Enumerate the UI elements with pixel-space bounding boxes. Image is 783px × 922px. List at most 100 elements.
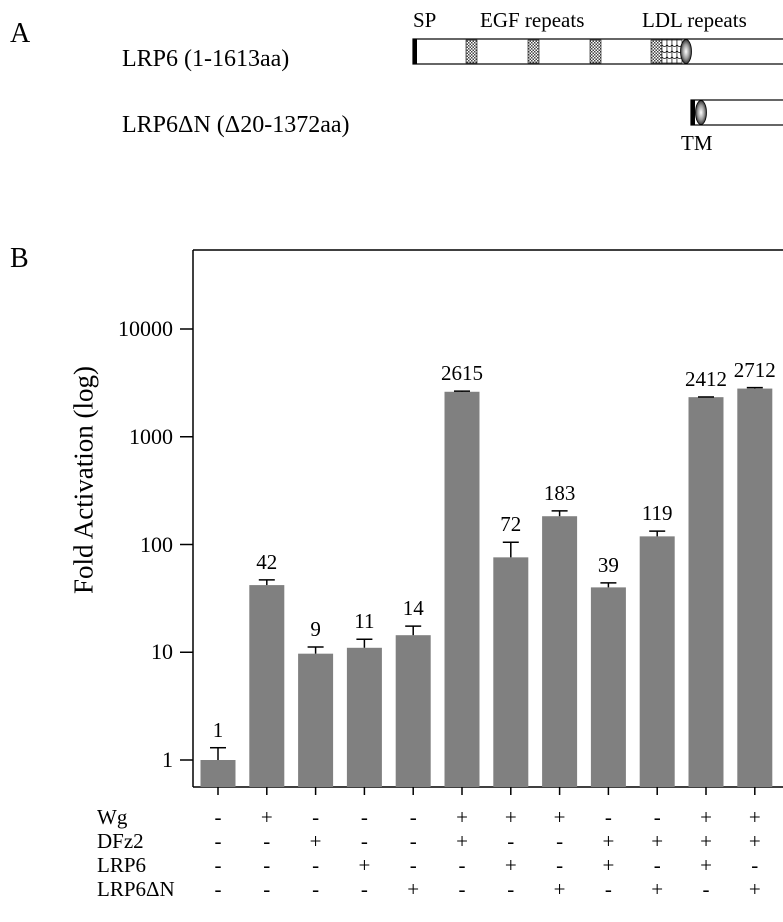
condition-sign: -	[556, 853, 564, 877]
bar-value-label: 72	[500, 512, 522, 537]
bar	[346, 647, 382, 787]
condition-sign: -	[409, 829, 417, 853]
error-bars	[210, 386, 763, 760]
ldl-domain-label: LDL repeats	[642, 8, 747, 32]
egf-repeat-mark	[527, 39, 540, 64]
condition-sign: +	[456, 805, 468, 829]
condition-sign: -	[507, 877, 515, 901]
error-bar	[210, 746, 226, 760]
error-bar	[502, 541, 519, 558]
y-tick-label: 10000	[118, 316, 173, 341]
condition-sign: +	[309, 829, 322, 853]
condition-sign: -	[409, 853, 417, 877]
condition-sign: +	[553, 877, 566, 901]
bar	[493, 557, 529, 787]
condition-sign: +	[407, 877, 420, 901]
bar-value-label: 2615	[441, 361, 483, 386]
error-bar	[746, 386, 763, 389]
bar-value-label: 2712	[733, 357, 776, 382]
condition-sign: -	[604, 805, 612, 829]
bar-value-label: 9	[310, 616, 321, 641]
y-axis-label: Fold Activation (log)	[68, 366, 99, 594]
condition-sign: +	[748, 805, 761, 829]
condition-sign: +	[260, 805, 273, 829]
condition-sign: -	[214, 805, 222, 829]
bar	[395, 635, 431, 787]
condition-row-label: LRP6	[97, 853, 147, 877]
condition-sign: -	[702, 877, 710, 901]
panel-b-letter: B	[10, 243, 29, 274]
bar	[737, 388, 773, 787]
condition-sign: -	[507, 829, 515, 853]
lrp6dn-schematic	[690, 99, 783, 126]
y-tick-label: 100	[140, 531, 173, 557]
lrp6-schematic	[412, 38, 783, 65]
error-bar	[405, 625, 422, 636]
error-bar	[600, 582, 617, 588]
lrp6-label: LRP6 (1-1613aa)	[122, 46, 290, 72]
condition-sign: +	[602, 853, 615, 877]
condition-sign: -	[312, 805, 320, 829]
condition-sign: +	[651, 829, 664, 853]
bar	[590, 587, 626, 787]
sp-domain-mark	[413, 39, 417, 64]
bars	[200, 388, 773, 787]
bar-value-label: 1	[212, 717, 224, 742]
sp-domain-mark	[691, 100, 695, 125]
egf-repeat-mark	[589, 39, 602, 64]
panel-a-letter: A	[10, 18, 31, 49]
bar-value-label: 119	[641, 501, 673, 526]
condition-sign: -	[653, 853, 661, 877]
condition-sign: -	[653, 805, 661, 829]
tm-domain-mark	[695, 100, 707, 125]
egf-repeat-mark	[465, 39, 478, 64]
egf-domain-label: EGF repeats	[480, 8, 585, 32]
condition-sign: +	[553, 805, 566, 829]
condition-sign: -	[751, 853, 759, 877]
condition-sign: -	[214, 829, 222, 853]
tm-domain-label: TM	[681, 131, 713, 155]
error-bar	[258, 579, 275, 586]
condition-sign: +	[748, 877, 761, 901]
bar	[542, 516, 578, 787]
condition-sign: +	[651, 877, 664, 901]
error-bar	[307, 646, 324, 654]
condition-sign: -	[214, 877, 222, 901]
condition-sign: -	[312, 877, 320, 901]
condition-sign: -	[458, 853, 466, 877]
condition-sign: +	[700, 829, 712, 853]
error-bar	[454, 390, 470, 392]
condition-sign: -	[214, 853, 222, 877]
condition-sign: -	[263, 829, 271, 853]
condition-row-label: LRP6ΔN	[97, 877, 175, 901]
bar-value-label: 183	[543, 480, 576, 505]
error-bar	[356, 638, 373, 648]
tm-domain-mark	[680, 39, 692, 64]
condition-sign: +	[456, 829, 468, 853]
bar	[444, 391, 480, 787]
bar	[249, 585, 285, 787]
condition-row-label: Wg	[97, 805, 128, 829]
condition-sign: -	[360, 829, 368, 853]
error-bar	[551, 510, 568, 517]
bar-value-label: 39	[597, 552, 619, 577]
condition-sign: -	[360, 805, 368, 829]
sp-domain-label: SP	[413, 8, 437, 32]
bar-value-label: 11	[354, 609, 375, 634]
condition-sign: -	[556, 829, 564, 853]
condition-sign: +	[700, 853, 712, 877]
y-tick-label: 10	[151, 639, 173, 665]
lrp6dn-label: LRP6ΔN (Δ20-1372aa)	[122, 112, 350, 138]
y-ticks	[180, 328, 193, 761]
bar-value-label: 2412	[685, 366, 727, 391]
x-ticks	[217, 787, 756, 795]
condition-sign: -	[604, 877, 612, 901]
condition-sign: -	[263, 877, 271, 901]
condition-sign: -	[263, 853, 271, 877]
condition-sign: +	[748, 829, 761, 853]
bar	[639, 536, 675, 787]
condition-sign: +	[602, 829, 615, 853]
condition-sign: +	[504, 853, 517, 877]
